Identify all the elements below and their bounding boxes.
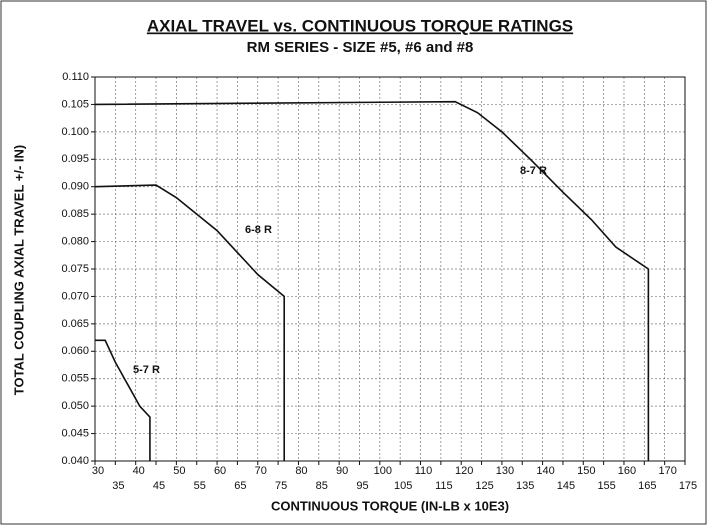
series-line (94, 100, 650, 461)
y-tick-label: 0.080 (61, 235, 89, 247)
x-tick-label: 170 (658, 465, 676, 477)
y-tick-label: 0.095 (61, 153, 89, 165)
x-tick-label: 165 (638, 480, 656, 492)
x-tick-label: 140 (536, 465, 554, 477)
series-line (95, 339, 151, 461)
x-tick-label: 50 (173, 465, 185, 477)
x-tick-label: 160 (618, 465, 636, 477)
x-tick-label: 155 (597, 480, 615, 492)
x-tick-label: 80 (295, 465, 307, 477)
y-tick-label: 0.100 (61, 126, 89, 138)
y-tick-label: 0.085 (61, 208, 89, 220)
y-axis-label: TOTAL COUPLING AXIAL TRAVEL +/- IN) (11, 145, 26, 396)
x-tick-label: 90 (336, 465, 348, 477)
series-line (94, 184, 286, 461)
x-tick-label: 110 (415, 465, 433, 477)
y-tick-label: 0.055 (61, 373, 89, 385)
x-tick-label: 40 (133, 465, 145, 477)
y-tick-label: 0.065 (61, 318, 89, 330)
x-tick-label: 115 (435, 480, 453, 492)
x-tick-label: 85 (316, 480, 328, 492)
x-tick-label: 55 (194, 480, 206, 492)
x-axis-label: CONTINUOUS TORQUE (IN-LB x 10E3) (271, 498, 509, 513)
y-tick-label: 0.060 (61, 345, 89, 357)
x-tick-label: 75 (275, 480, 287, 492)
y-tick-label: 0.090 (61, 181, 89, 193)
series-label: 6-8 R (245, 224, 272, 236)
x-tick-label: 95 (356, 480, 368, 492)
y-tick-label: 0.070 (61, 290, 89, 302)
x-tick-label: 175 (679, 480, 697, 492)
y-tick-label: 0.045 (61, 427, 89, 439)
y-tick-label: 0.050 (61, 400, 89, 412)
x-tick-label: 60 (214, 465, 226, 477)
x-tick-label: 125 (475, 480, 493, 492)
chart-title: AXIAL TRAVEL vs. CONTINUOUS TORQUE RATIN… (147, 16, 573, 35)
x-tick-label: 105 (394, 480, 412, 492)
y-tick-label: 0.075 (61, 263, 89, 275)
x-tick-label: 135 (516, 480, 534, 492)
x-tick-label: 130 (496, 465, 514, 477)
x-tick-label: 65 (234, 480, 246, 492)
y-tick-label: 0.040 (61, 455, 89, 467)
series-label: 8-7 R (520, 165, 547, 177)
x-tick-label: 100 (374, 465, 392, 477)
x-tick-label: 70 (255, 465, 267, 477)
series-label: 5-7 R (133, 364, 160, 376)
plot-border (94, 76, 686, 462)
x-tick-label: 120 (455, 465, 473, 477)
x-tick-label: 145 (557, 480, 575, 492)
y-tick-label: 0.105 (61, 98, 89, 110)
chart-subtitle: RM SERIES - SIZE #5, #6 and #8 (247, 39, 474, 56)
x-tick-label: 150 (577, 465, 595, 477)
y-tick-label: 0.110 (62, 71, 89, 83)
x-tick-label: 30 (92, 465, 104, 477)
x-tick-label: 45 (153, 480, 165, 492)
x-tick-label: 35 (112, 480, 124, 492)
